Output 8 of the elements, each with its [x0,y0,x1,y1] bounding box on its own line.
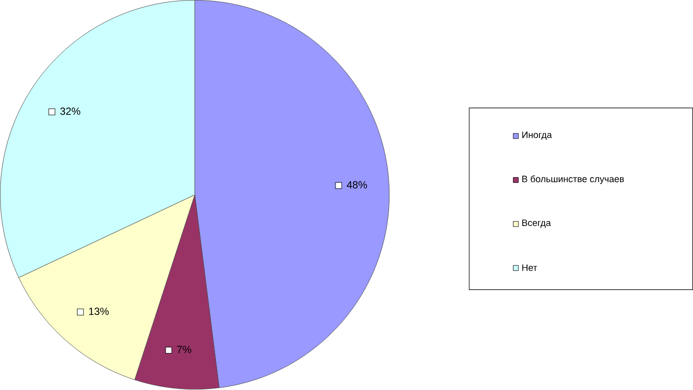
data-label: 7% [177,346,192,354]
legend-label: Иногда [522,132,552,140]
data-label: 13% [89,308,109,316]
data-label: 32% [60,108,80,116]
legend-label: Нет [522,264,538,272]
legend-label: Всегда [522,220,551,228]
legend-label: В большинстве случаев [522,176,624,184]
data-label: 48% [346,181,367,189]
